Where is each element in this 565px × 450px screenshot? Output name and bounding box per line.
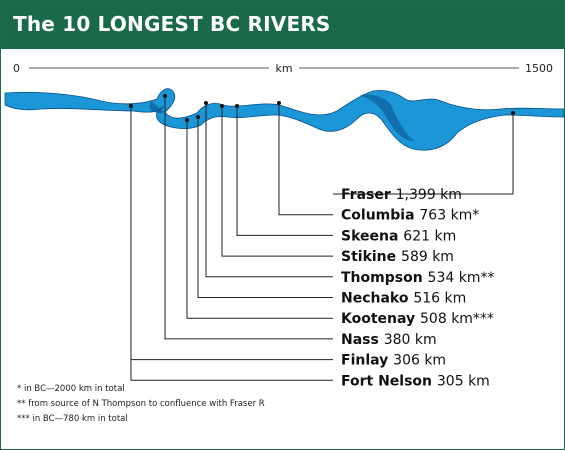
river-label-skeena: Skeena 621 km — [341, 228, 456, 244]
footnote-3: *** in BC—780 km in total — [17, 414, 128, 424]
leader-line-nass — [164, 96, 333, 340]
river-label-columbia: Columbia 763 km* — [341, 208, 479, 224]
river-name: Nechako — [341, 291, 413, 307]
leader-line-stikine — [221, 106, 333, 257]
river-name: Nass — [341, 332, 384, 348]
river-mouth-dot-kootenay — [185, 118, 189, 122]
river-length: 589 km — [401, 249, 454, 265]
river-label-fort-nelson: Fort Nelson 305 km — [341, 373, 490, 389]
leader-line-skeena — [236, 106, 333, 236]
river-name: Stikine — [341, 249, 401, 265]
river-mouth-dot-nechako — [196, 115, 200, 119]
scale-start-label: 0 — [13, 62, 20, 75]
river-labels: Fraser 1,399 km Columbia 763 km* Skeena 62… — [341, 187, 494, 389]
river-mouth-dot-skeena — [235, 104, 239, 108]
river-label-nass: Nass 380 km — [341, 332, 437, 348]
scale-end-label: 1500 — [525, 62, 553, 75]
leader-line-nechako — [197, 117, 333, 298]
river-length: 306 km — [393, 353, 446, 369]
leader-line-columbia — [278, 103, 333, 216]
river-length: 508 km*** — [420, 311, 494, 327]
leader-lines — [129, 94, 515, 381]
river-label-finlay: Finlay 306 km — [341, 353, 446, 369]
river-length: 380 km — [384, 332, 437, 348]
river-mouth-dot-columbia — [277, 101, 281, 105]
river-length: 1,399 km — [396, 187, 462, 203]
river-name: Finlay — [341, 353, 393, 369]
leader-line-fraser — [333, 113, 514, 195]
river-shape — [4, 88, 564, 151]
river-mouth-dot-stikine — [220, 104, 224, 108]
river-label-fraser: Fraser 1,399 km — [341, 187, 462, 203]
river-length: 621 km — [403, 228, 456, 244]
river-mouth-dot-thompson — [204, 101, 208, 105]
river-name: Fraser — [341, 187, 396, 203]
river-name: Columbia — [341, 208, 419, 224]
river-name: Fort Nelson — [341, 373, 437, 389]
river-length: 763 km* — [419, 208, 479, 224]
river-name: Skeena — [341, 228, 403, 244]
river-mouth-dot-nass — [163, 94, 167, 98]
river-label-kootenay: Kootenay 508 km*** — [341, 311, 494, 327]
river-length: 534 km** — [428, 270, 495, 286]
leader-line-fort-nelson — [130, 106, 333, 381]
river-mouth-dot-fort-nelson — [129, 104, 133, 108]
title-bar: The 10 LONGEST BC RIVERS — [1, 1, 564, 49]
footnote-2: ** from source of N Thompson to confluen… — [17, 399, 265, 409]
leader-line-thompson — [205, 103, 333, 278]
chart-title: The 10 LONGEST BC RIVERS — [13, 12, 331, 36]
river-label-stikine: Stikine 589 km — [341, 249, 454, 265]
river-length: 305 km — [437, 373, 490, 389]
river-name: Thompson — [341, 270, 428, 286]
footnote-1: * in BC—2000 km in total — [17, 384, 125, 394]
scale-unit-label: km — [275, 62, 292, 75]
leader-line-finlay — [130, 106, 333, 361]
leader-line-kootenay — [186, 120, 333, 319]
river-length: 516 km — [413, 291, 466, 307]
river-label-nechako: Nechako 516 km — [341, 291, 466, 307]
river-label-thompson: Thompson 534 km** — [341, 270, 494, 286]
river-mouth-dot-fraser — [511, 111, 515, 115]
river-name: Kootenay — [341, 311, 420, 327]
